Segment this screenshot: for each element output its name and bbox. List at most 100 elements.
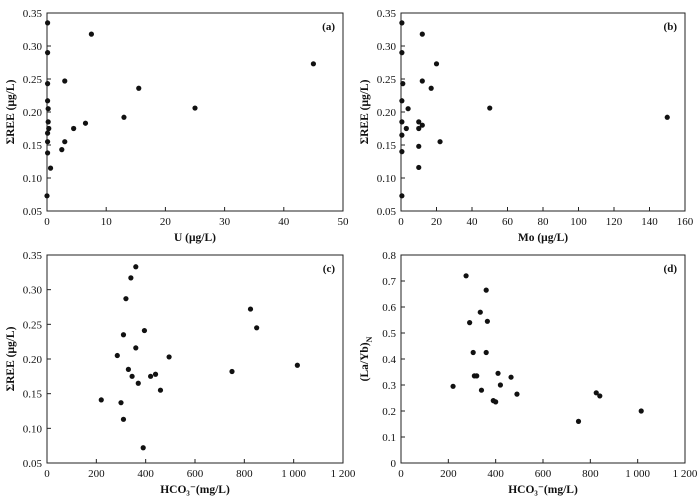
data-point	[664, 114, 670, 120]
x-axis-label: U (μg/L)	[174, 232, 216, 244]
x-tick-label: 80	[538, 216, 550, 228]
x-axis-label: HCO₃⁻(mg/L)	[508, 484, 578, 496]
y-tick-label: 0.7	[382, 276, 396, 288]
data-point	[47, 165, 54, 171]
data-point	[416, 143, 422, 149]
data-point	[638, 408, 644, 414]
x-tick-label: 100	[570, 216, 587, 228]
y-tick-label: 0.05	[377, 206, 397, 218]
data-point	[470, 349, 476, 356]
data-point	[44, 81, 51, 87]
plot-frame	[400, 254, 686, 464]
y-tick-label: 0.30	[23, 41, 43, 53]
plot-frame	[46, 12, 344, 212]
y-tick-label: 0.20	[23, 354, 43, 366]
x-tick-label: 400	[137, 468, 154, 480]
data-point	[416, 125, 422, 132]
x-tick-label: 0	[44, 468, 50, 480]
data-point	[310, 61, 316, 67]
x-tick-label: 800	[236, 468, 253, 480]
data-point	[399, 149, 405, 155]
y-axis-label: ΣREE (μg/L)	[359, 79, 371, 144]
data-point	[123, 296, 129, 302]
plot-frame	[46, 254, 344, 464]
data-point	[403, 125, 409, 132]
data-point	[247, 306, 254, 312]
y-tick-label: 0.35	[377, 8, 397, 20]
data-point	[136, 85, 142, 91]
x-tick-label: 140	[641, 216, 658, 228]
x-tick-label: 1 200	[331, 468, 356, 480]
panel-c: 0 200 400 600 800 1 000 1 200 0.05 0.10 0.15 0.20 0…	[5, 250, 356, 496]
data-point	[478, 387, 485, 393]
data-point	[437, 139, 443, 145]
y-tick-label: 0.10	[377, 173, 397, 185]
y-tick-label: 0.25	[377, 74, 397, 86]
y-tick-label: 0.05	[23, 458, 43, 470]
x-tick-label: 200	[88, 468, 105, 480]
x-tick-label: 30	[219, 216, 231, 228]
data-point	[483, 287, 489, 293]
data-point	[140, 445, 146, 451]
x-tick-label: 600	[535, 468, 552, 480]
y-tick-label: 0.25	[23, 74, 43, 86]
y-tick-label: 0.35	[23, 8, 43, 20]
data-point	[514, 391, 520, 397]
data-point	[141, 327, 148, 334]
y-tick-label: 0.20	[377, 107, 397, 119]
x-tick-label: 40	[467, 216, 479, 228]
data-point	[493, 399, 499, 405]
data-point	[399, 119, 405, 125]
panel-label: (a)	[322, 21, 335, 33]
y-tick-label: 0.20	[23, 107, 43, 119]
y-tick-label: 0.35	[23, 250, 43, 262]
data-point	[44, 50, 51, 56]
data-point	[399, 20, 405, 26]
y-tick-label: 0.5	[382, 328, 396, 340]
panel-a: 0 10 20 30 40 50 0.05 0.10 0.15 0.20 0.25 0.30 0.35 U…	[5, 8, 349, 244]
data-point	[593, 390, 599, 396]
data-point	[59, 147, 65, 153]
y-tick-label: 0.1	[382, 432, 396, 444]
x-axis-label: HCO₃⁻(mg/L)	[160, 484, 230, 496]
x-tick-label: 0	[398, 468, 404, 480]
x-tick-label: 1 000	[625, 468, 650, 480]
data-point	[483, 349, 489, 356]
y-tick-label: 0.05	[23, 206, 43, 218]
data-point	[44, 130, 51, 136]
y-tick-label: 0.25	[23, 319, 43, 331]
panel-d: 0 200 400 600 800 1 000 1 200 0 0.1 0.2 0.3 0.4 0.5 0…	[359, 250, 698, 496]
data-point	[45, 106, 51, 112]
x-tick-label: 160	[677, 216, 694, 228]
x-tick-label: 20	[160, 216, 172, 228]
y-axis-label: (La/Yb)N	[359, 336, 374, 381]
data-point	[467, 320, 473, 326]
x-axis-label: Mo (μg/L)	[518, 232, 568, 244]
y-tick-label: 0.30	[23, 285, 43, 297]
y-tick-label: 0.10	[23, 423, 43, 435]
data-point	[419, 122, 425, 128]
data-point	[133, 264, 139, 270]
data-point	[463, 273, 469, 279]
data-point	[82, 120, 89, 126]
data-point	[157, 387, 164, 393]
data-point	[597, 393, 603, 399]
x-tick-label: 200	[440, 468, 457, 480]
data-point	[474, 373, 480, 379]
y-tick-label: 0.10	[23, 173, 43, 185]
data-point	[88, 31, 94, 37]
data-point	[416, 164, 422, 171]
y-tick-label: 0.2	[382, 406, 396, 418]
x-tick-label: 0	[44, 216, 50, 228]
x-tick-label: 50	[338, 216, 350, 228]
data-point	[294, 362, 300, 368]
x-tick-label: 1 000	[281, 468, 306, 480]
data-point	[44, 150, 51, 156]
y-tick-label: 0.3	[382, 380, 396, 392]
panel-label: (d)	[664, 263, 678, 275]
data-point	[399, 50, 405, 56]
data-point	[497, 382, 503, 388]
data-point	[152, 371, 159, 377]
data-point	[229, 368, 235, 375]
data-point	[399, 193, 405, 199]
